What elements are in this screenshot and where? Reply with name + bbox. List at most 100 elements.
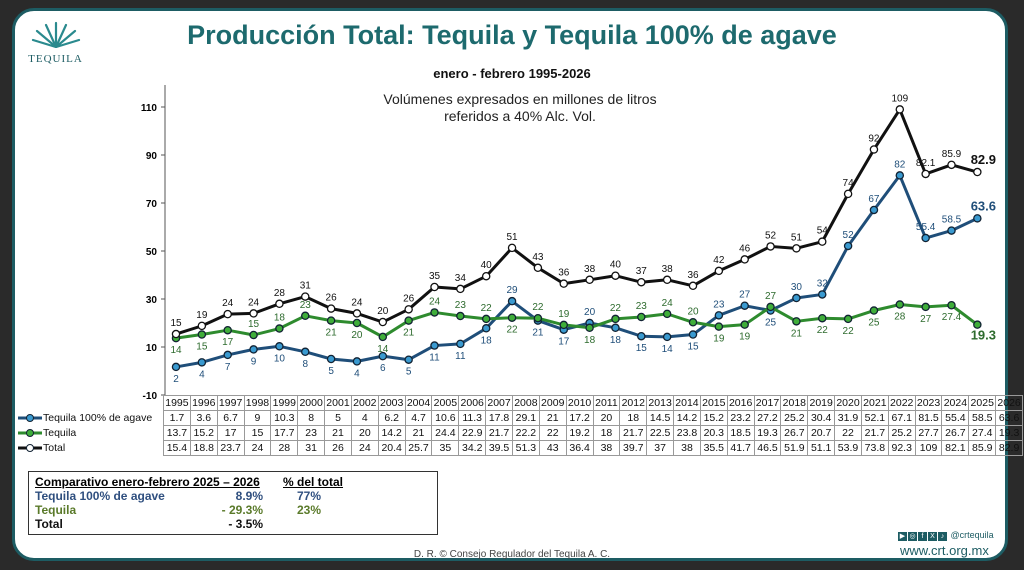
year-cell: 2010	[565, 395, 594, 411]
data-point	[507, 313, 517, 322]
year-cell: 2008	[511, 395, 540, 411]
data-point	[352, 309, 362, 318]
value-cell: 23.2	[726, 410, 755, 426]
data-label: 20	[584, 307, 596, 318]
data-label: 34	[455, 273, 467, 284]
value-cell: 19.2	[565, 425, 594, 441]
comparison-change: - 3.5%	[228, 517, 263, 531]
value-cell: 14.2	[377, 425, 406, 441]
value-cell: 25.2	[780, 410, 809, 426]
data-point	[921, 302, 930, 312]
data-label: 29	[506, 285, 518, 296]
data-point	[740, 301, 749, 310]
value-cell: 21	[404, 425, 433, 441]
data-label: 26	[403, 293, 415, 304]
data-label: 21	[326, 328, 338, 339]
value-cell: 18	[592, 425, 621, 441]
facebook-icon[interactable]: f	[918, 532, 927, 541]
y-tick-label: 10	[146, 343, 158, 354]
data-label: 52	[843, 230, 855, 241]
data-label: 24	[248, 297, 260, 308]
value-cell: 25.2	[887, 425, 916, 441]
value-cell: 20.4	[377, 440, 406, 456]
data-point	[378, 332, 388, 342]
table-row: Total 15.4 18.8 23.7 24 28 31 26 24 20.4 25.7 35 34.…	[18, 440, 1023, 456]
year-cell: 2021	[860, 395, 889, 411]
data-label: 14	[170, 345, 182, 356]
data-label: 24	[351, 297, 363, 308]
data-point	[688, 330, 698, 339]
year-cell: 2009	[538, 395, 567, 411]
data-point	[843, 189, 853, 199]
data-label: 22	[506, 325, 518, 336]
data-point	[481, 314, 491, 324]
value-cell: 17.2	[565, 410, 594, 426]
year-cell: 2025	[968, 395, 997, 411]
value-cell: 34.2	[458, 440, 487, 456]
youtube-icon[interactable]: ▶	[898, 532, 907, 541]
data-label: 19	[196, 310, 208, 321]
data-label: 18	[610, 335, 622, 346]
data-point	[507, 243, 517, 253]
value-cell: 23.8	[673, 425, 701, 441]
data-label: 17	[558, 337, 570, 348]
value-cell: 27.4	[968, 425, 997, 441]
data-point	[249, 330, 258, 340]
data-point	[197, 358, 207, 367]
data-label: 19	[739, 332, 751, 343]
year-cell: 1999	[270, 395, 299, 411]
data-label: 19	[713, 334, 725, 345]
y-tick-label: 50	[146, 247, 158, 258]
data-label: 38	[662, 264, 674, 275]
copyright: D. R. © Consejo Regulador del Tequila A.…	[413, 549, 611, 560]
legend-marker-icon	[18, 414, 42, 423]
data-point	[688, 318, 698, 327]
value-cell: 20	[592, 410, 621, 426]
comparison-share: 23%	[297, 503, 322, 517]
data-point	[430, 282, 439, 292]
units-note-line2: referidos a 40% Alc. Vol.	[444, 108, 596, 124]
data-point	[249, 309, 258, 318]
data-point	[171, 362, 181, 372]
data-point	[611, 314, 620, 324]
data-label: 36	[687, 270, 699, 281]
data-point	[559, 279, 569, 288]
data-point	[921, 233, 930, 243]
data-point	[688, 281, 698, 291]
data-point	[895, 300, 905, 309]
value-cell: 37	[646, 440, 675, 456]
data-label: 43	[532, 252, 544, 263]
data-label: 22	[481, 303, 493, 314]
data-label: 55.4	[916, 222, 936, 233]
data-point	[456, 284, 465, 294]
data-label: 5	[328, 366, 334, 377]
value-cell: 20	[350, 425, 379, 441]
value-cell: 22	[538, 425, 567, 441]
value-cell: 52.1	[860, 410, 889, 426]
table-row: Tequila 100% de agave 1.7 3.6 6.7 9 10.3 8 5 4 6.…	[18, 410, 1023, 426]
year-cell: 1996	[189, 395, 218, 411]
value-cell: 15.2	[189, 425, 218, 441]
data-label: 11	[455, 351, 466, 362]
value-cell: 92.3	[887, 440, 916, 456]
year-cell: 2017	[753, 395, 782, 411]
website-link[interactable]: www.crt.org.mx	[900, 543, 989, 558]
data-label: 21	[532, 328, 544, 339]
data-table: 1995 1996 1997 1998 1999 2000 2001 2002 2003 2004…	[18, 395, 1023, 456]
value-cell: 35.5	[699, 440, 728, 456]
data-point	[223, 309, 232, 319]
value-cell: 109	[914, 440, 943, 456]
year-cell: 2015	[699, 395, 728, 411]
instagram-icon[interactable]: ◎	[908, 532, 917, 541]
x-icon[interactable]: X	[928, 532, 937, 541]
comparison-row: Total - 3.5%	[35, 517, 431, 531]
data-label: 18	[584, 335, 596, 346]
value-cell: 20.3	[699, 425, 728, 441]
data-point	[352, 357, 362, 366]
tiktok-icon[interactable]: ♪	[938, 532, 947, 541]
series-name: Total	[43, 442, 66, 454]
data-label: 58.5	[942, 215, 962, 226]
data-label: 2	[173, 374, 179, 385]
data-label: 24	[662, 298, 674, 309]
data-point	[300, 311, 310, 321]
